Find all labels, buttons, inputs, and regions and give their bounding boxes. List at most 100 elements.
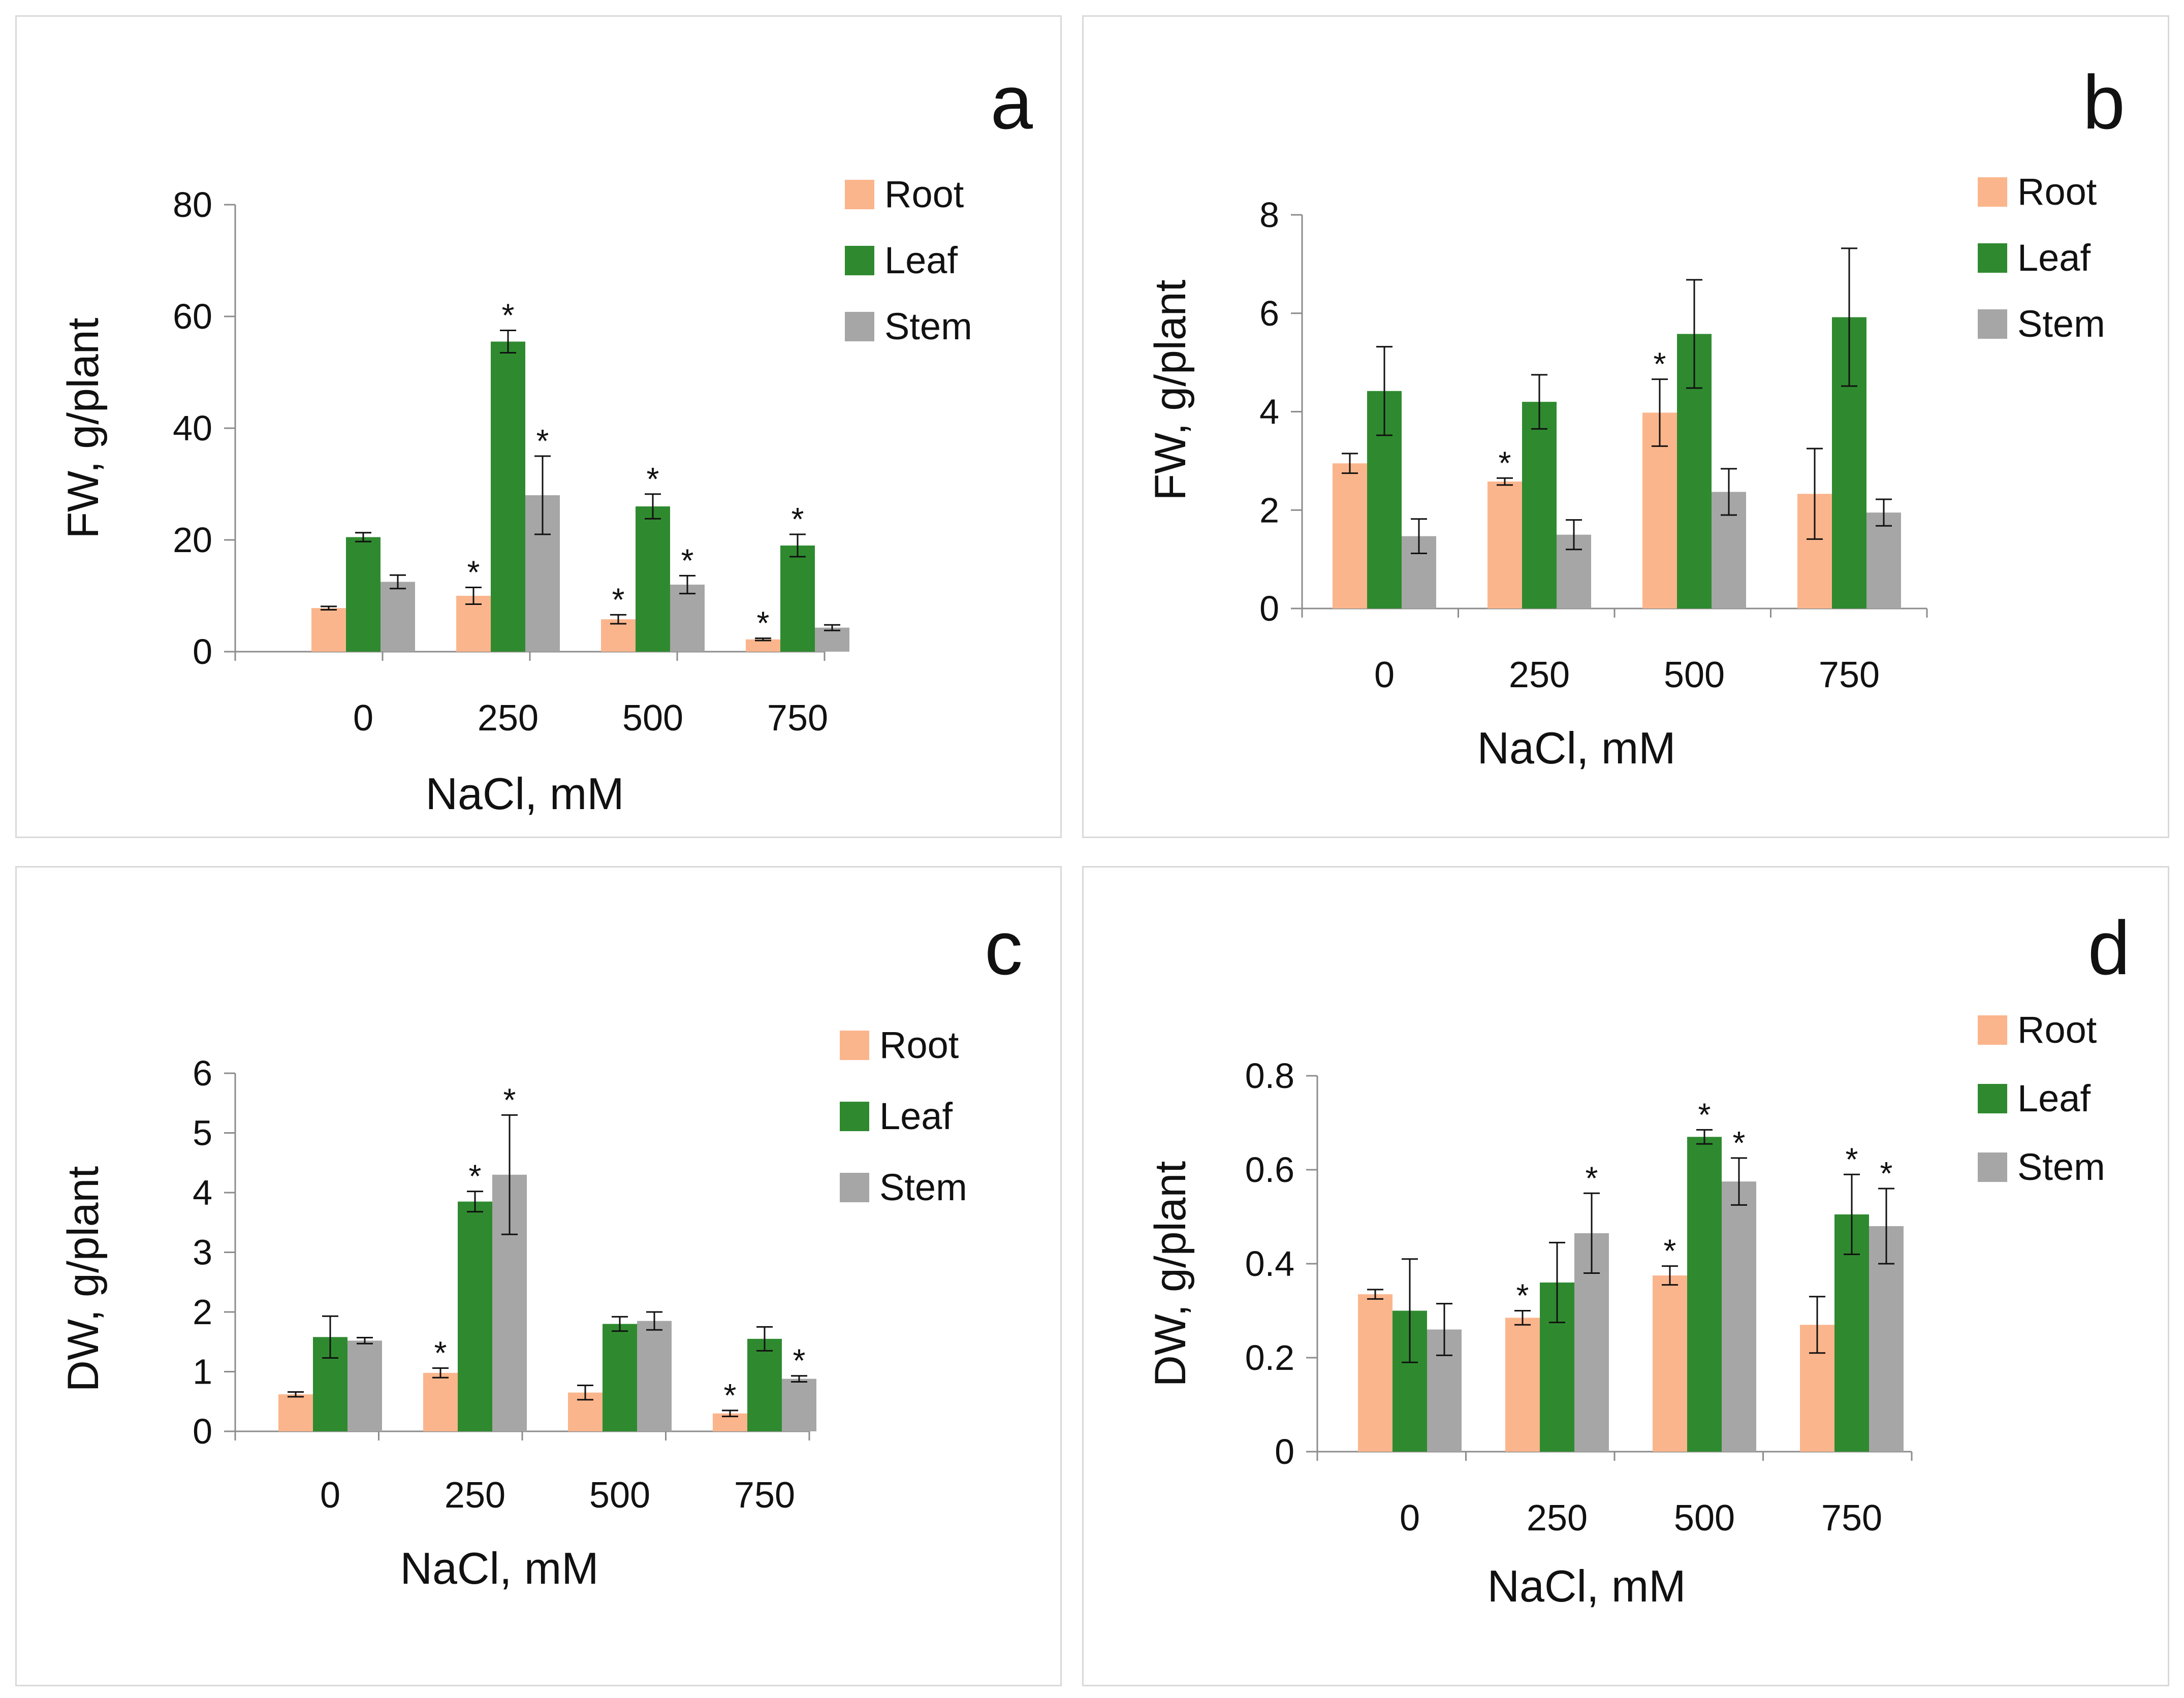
y-tick-label: 5 <box>193 1113 212 1153</box>
legend-swatch-leaf <box>1978 243 2007 273</box>
bar-leaf <box>346 537 381 652</box>
legend-label-stem: Stem <box>2017 1146 2105 1188</box>
bar-root <box>1333 463 1367 608</box>
panel-label: d <box>2088 905 2130 990</box>
significance-marker: * <box>467 554 480 591</box>
significance-marker: * <box>647 461 659 497</box>
bar-leaf <box>603 1324 637 1431</box>
significance-marker: * <box>1664 1233 1676 1269</box>
chart-panel-d: 0 0.2 0.4 0.6 0.8 0 * * 250 * * * 500 * * 750 NaCl, mM DW… <box>1082 866 2169 1686</box>
x-axis-label: NaCl, mM <box>425 768 624 819</box>
legend-label-stem: Stem <box>884 305 972 347</box>
y-tick-label: 0.4 <box>1245 1244 1294 1284</box>
bar-root <box>746 639 780 652</box>
legend-swatch-leaf <box>840 1102 869 1131</box>
y-tick-label: 40 <box>173 408 212 448</box>
y-tick-label: 8 <box>1259 195 1279 235</box>
bar-leaf <box>747 1338 782 1431</box>
y-axis-label: FW, g/plant <box>59 317 108 538</box>
bar-stem <box>1866 512 1901 608</box>
y-tick-label: 1 <box>193 1352 212 1392</box>
significance-marker: * <box>1846 1141 1858 1177</box>
legend-label-leaf: Leaf <box>2017 237 2091 279</box>
bar-root <box>456 596 491 652</box>
chart-b-svg: 0 2 4 6 8 0 * 250 * 500 750 NaCl, mM FW, g/plant b Roo… <box>1146 59 2125 773</box>
y-tick-label: 6 <box>193 1053 212 1093</box>
x-axis-label: NaCl, mM <box>1487 1561 1686 1611</box>
chart-a-svg: 0 20 40 60 80 0 * * * 250 * * * 500 * * 750 NaCl, mM FW, g… <box>59 59 1033 819</box>
bar-root <box>423 1372 458 1431</box>
significance-marker: * <box>1586 1160 1598 1196</box>
x-tick-label: 500 <box>589 1475 650 1516</box>
y-tick-label: 2 <box>1259 490 1279 530</box>
y-tick-label: 0 <box>1259 589 1279 628</box>
y-tick-label: 0.2 <box>1245 1338 1294 1377</box>
chart-panel-a: 0 20 40 60 80 0 * * * 250 * * * 500 * * 750 NaCl, mM FW, g… <box>15 15 1062 838</box>
significance-marker: * <box>469 1158 482 1195</box>
y-tick-label: 0 <box>1275 1432 1294 1471</box>
legend-swatch-leaf <box>845 246 874 275</box>
x-tick-label: 250 <box>1527 1498 1588 1539</box>
x-tick-label: 500 <box>1664 655 1725 695</box>
y-tick-label: 6 <box>1259 294 1279 333</box>
bar-leaf <box>458 1201 492 1431</box>
significance-marker: * <box>434 1334 447 1371</box>
legend-label-leaf: Leaf <box>2017 1077 2091 1119</box>
bar-root <box>601 619 636 652</box>
legend-label-stem: Stem <box>879 1166 967 1208</box>
significance-marker: * <box>503 1081 516 1118</box>
chart-c-svg: 0 1 2 3 4 5 6 0 * * * 250 500 * * 750 NaCl, mM DW, g/plan… <box>59 905 1023 1593</box>
x-axis-label: NaCl, mM <box>1477 723 1675 773</box>
x-tick-label: 750 <box>767 698 828 739</box>
legend-swatch-root <box>845 180 874 209</box>
bar-leaf <box>636 506 670 652</box>
legend-label-leaf: Leaf <box>884 239 958 281</box>
significance-marker: * <box>1654 346 1666 382</box>
legend-swatch-stem <box>1978 309 2007 339</box>
x-tick-label: 750 <box>1821 1498 1882 1539</box>
legend-swatch-root <box>840 1031 869 1060</box>
y-axis-label: DW, g/plant <box>1146 1161 1195 1387</box>
y-tick-label: 2 <box>193 1292 212 1332</box>
significance-marker: * <box>1516 1277 1529 1314</box>
significance-marker: * <box>502 297 515 334</box>
legend-swatch-stem <box>840 1173 869 1202</box>
bar-stem <box>637 1321 672 1431</box>
x-tick-label: 500 <box>1674 1498 1735 1539</box>
x-axis-label: NaCl, mM <box>400 1543 598 1593</box>
legend-label-leaf: Leaf <box>879 1095 953 1137</box>
y-tick-label: 4 <box>1259 392 1279 432</box>
bar-root <box>278 1394 313 1431</box>
significance-marker: * <box>681 542 694 579</box>
legend-label-root: Root <box>884 173 964 215</box>
y-tick-label: 0 <box>193 1412 212 1451</box>
bar-stem <box>670 585 705 652</box>
panel-label: b <box>2083 59 2125 145</box>
legend-swatch-stem <box>1978 1152 2007 1182</box>
x-tick-label: 250 <box>445 1475 505 1516</box>
legend-swatch-root <box>1978 1015 2007 1045</box>
significance-marker: * <box>612 581 625 618</box>
y-tick-label: 0 <box>193 632 212 671</box>
panel-label: a <box>991 59 1033 145</box>
significance-marker: * <box>536 423 549 459</box>
significance-marker: * <box>1733 1125 1746 1161</box>
x-tick-label: 500 <box>622 698 683 739</box>
chart-d-svg: 0 0.2 0.4 0.6 0.8 0 * * 250 * * * 500 * * 750 NaCl, mM DW… <box>1146 905 2130 1611</box>
significance-marker: * <box>1499 444 1511 481</box>
bar-stem <box>347 1340 382 1431</box>
x-tick-label: 0 <box>1374 655 1395 695</box>
panel-label: c <box>985 905 1023 990</box>
bar-root <box>1653 1275 1687 1452</box>
x-tick-label: 250 <box>1509 655 1570 695</box>
significance-marker: * <box>792 501 804 537</box>
y-tick-label: 20 <box>173 520 212 560</box>
significance-marker: * <box>1698 1096 1711 1133</box>
bar-leaf <box>491 341 525 652</box>
x-tick-label: 250 <box>478 698 539 739</box>
x-tick-label: 750 <box>734 1475 795 1516</box>
chart-panel-b: 0 2 4 6 8 0 * 250 * 500 750 NaCl, mM FW, g/plant b Roo… <box>1082 15 2169 838</box>
x-tick-label: 0 <box>1400 1498 1420 1539</box>
bar-stem <box>815 627 849 652</box>
significance-marker: * <box>757 605 770 642</box>
